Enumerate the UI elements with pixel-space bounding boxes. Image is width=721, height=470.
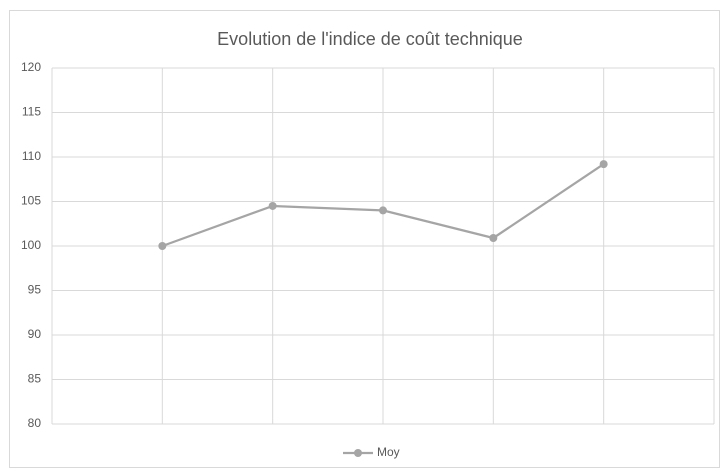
legend-label: Moy [377, 445, 400, 459]
y-tick-label: 100 [21, 238, 41, 252]
data-point [489, 233, 498, 242]
legend-marker [354, 449, 362, 457]
y-tick-label: 105 [21, 194, 41, 208]
y-tick-label: 85 [28, 372, 42, 386]
data-point [268, 201, 277, 210]
y-tick-label: 110 [22, 149, 41, 163]
data-point [599, 160, 608, 169]
y-tick-label: 115 [22, 105, 41, 119]
chart-title: Evolution de l'indice de coût technique [217, 29, 523, 49]
chart-border [9, 10, 720, 468]
y-tick-label: 80 [28, 416, 42, 430]
data-point [379, 206, 387, 215]
y-tick-label: 120 [21, 60, 41, 74]
data-point [158, 242, 167, 250]
y-tick-label: 90 [28, 327, 42, 341]
y-tick-label: 95 [28, 283, 42, 297]
